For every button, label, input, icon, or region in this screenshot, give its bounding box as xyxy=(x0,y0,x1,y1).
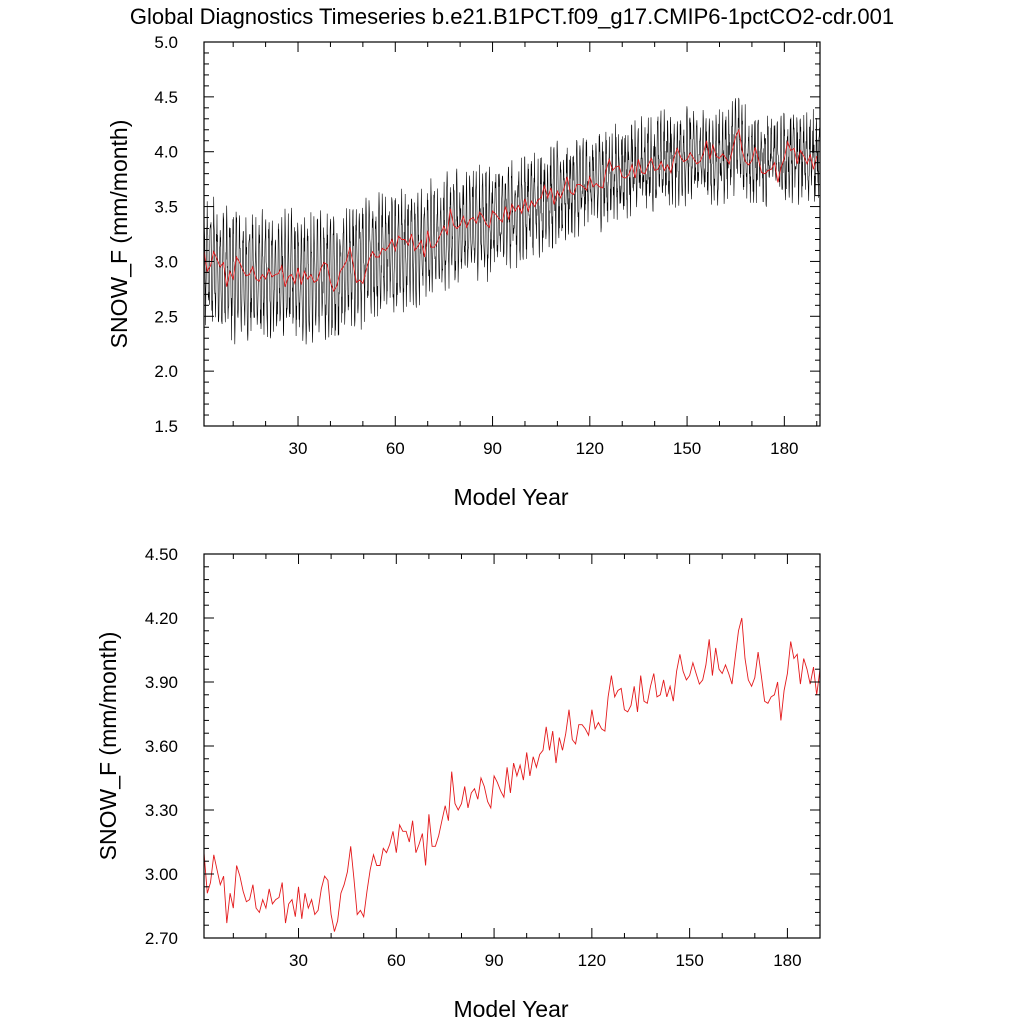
bottom-y-tick-label: 4.50 xyxy=(145,545,178,564)
top-monthly-line xyxy=(203,97,820,345)
top-y-tick-label: 2.0 xyxy=(154,362,178,381)
top-y-tick-label: 3.0 xyxy=(154,252,178,271)
bottom-plot-frame xyxy=(203,553,821,939)
top-x-tick-label: 180 xyxy=(770,439,798,458)
bottom-y-tick-label: 2.70 xyxy=(145,929,178,948)
top-y-tick-label: 5.0 xyxy=(154,33,178,52)
bottom-x-tick-label: 180 xyxy=(773,951,801,970)
bottom-y-tick-label: 3.30 xyxy=(145,801,178,820)
bottom-y-tick-label: 3.90 xyxy=(145,673,178,692)
bottom-y-axis-title: SNOW_F (mm/month) xyxy=(95,632,121,861)
top-y-tick-label: 1.5 xyxy=(154,417,178,436)
bottom-x-tick-label: 150 xyxy=(675,951,703,970)
bottom-y-tick-label: 3.00 xyxy=(145,865,178,884)
bottom-x-tick-label: 120 xyxy=(578,951,606,970)
bottom-x-tick-label: 60 xyxy=(387,951,406,970)
bottom-x-axis-title: Model Year xyxy=(453,996,568,1022)
top-y-tick-label: 3.5 xyxy=(154,198,178,217)
top-annual-series xyxy=(203,128,818,293)
top-y-tick-label: 4.5 xyxy=(154,88,178,107)
top-x-tick-label: 60 xyxy=(386,439,405,458)
top-x-tick-label: 120 xyxy=(576,439,604,458)
top-annual-line xyxy=(203,128,818,293)
figure-title: Global Diagnostics Timeseries b.e21.B1PC… xyxy=(130,4,894,29)
top-x-axis-title: Model Year xyxy=(453,484,568,510)
top-x-tick-label: 90 xyxy=(483,439,502,458)
bottom-x-tick-label: 30 xyxy=(289,951,308,970)
bottom-annual-series xyxy=(203,617,821,932)
top-panel: 30 60 90 120 150 1801.52.02.53.03.54.04.55.0 … xyxy=(106,33,821,510)
top-monthly-series xyxy=(203,97,820,345)
top-x-tick-label: 30 xyxy=(289,439,308,458)
bottom-annual-line xyxy=(203,617,821,932)
top-axes: 30 60 90 120 150 180 1.5 2.0 2.5 3.0 3.5 4.0 4.5 5.0 xyxy=(154,33,821,458)
top-x-tick-label: 150 xyxy=(673,439,701,458)
bottom-axes: 30 60 90 120 150 180 2.70 3.00 3.30 3.60 3.90 4.20 4… xyxy=(145,545,821,970)
top-y-axis-title: SNOW_F (mm/month) xyxy=(106,120,132,349)
bottom-y-tick-label: 3.60 xyxy=(145,737,178,756)
top-plot-frame xyxy=(203,41,821,427)
bottom-x-tick-label: 90 xyxy=(485,951,504,970)
top-y-tick-label: 2.5 xyxy=(154,307,178,326)
top-y-tick-label: 4.0 xyxy=(154,143,178,162)
bottom-y-tick-label: 4.20 xyxy=(145,609,178,628)
bottom-panel: 30 60 90 120 150 180 2.70 3.00 3.30 3.60 3.90 4.20 4… xyxy=(95,545,821,1022)
